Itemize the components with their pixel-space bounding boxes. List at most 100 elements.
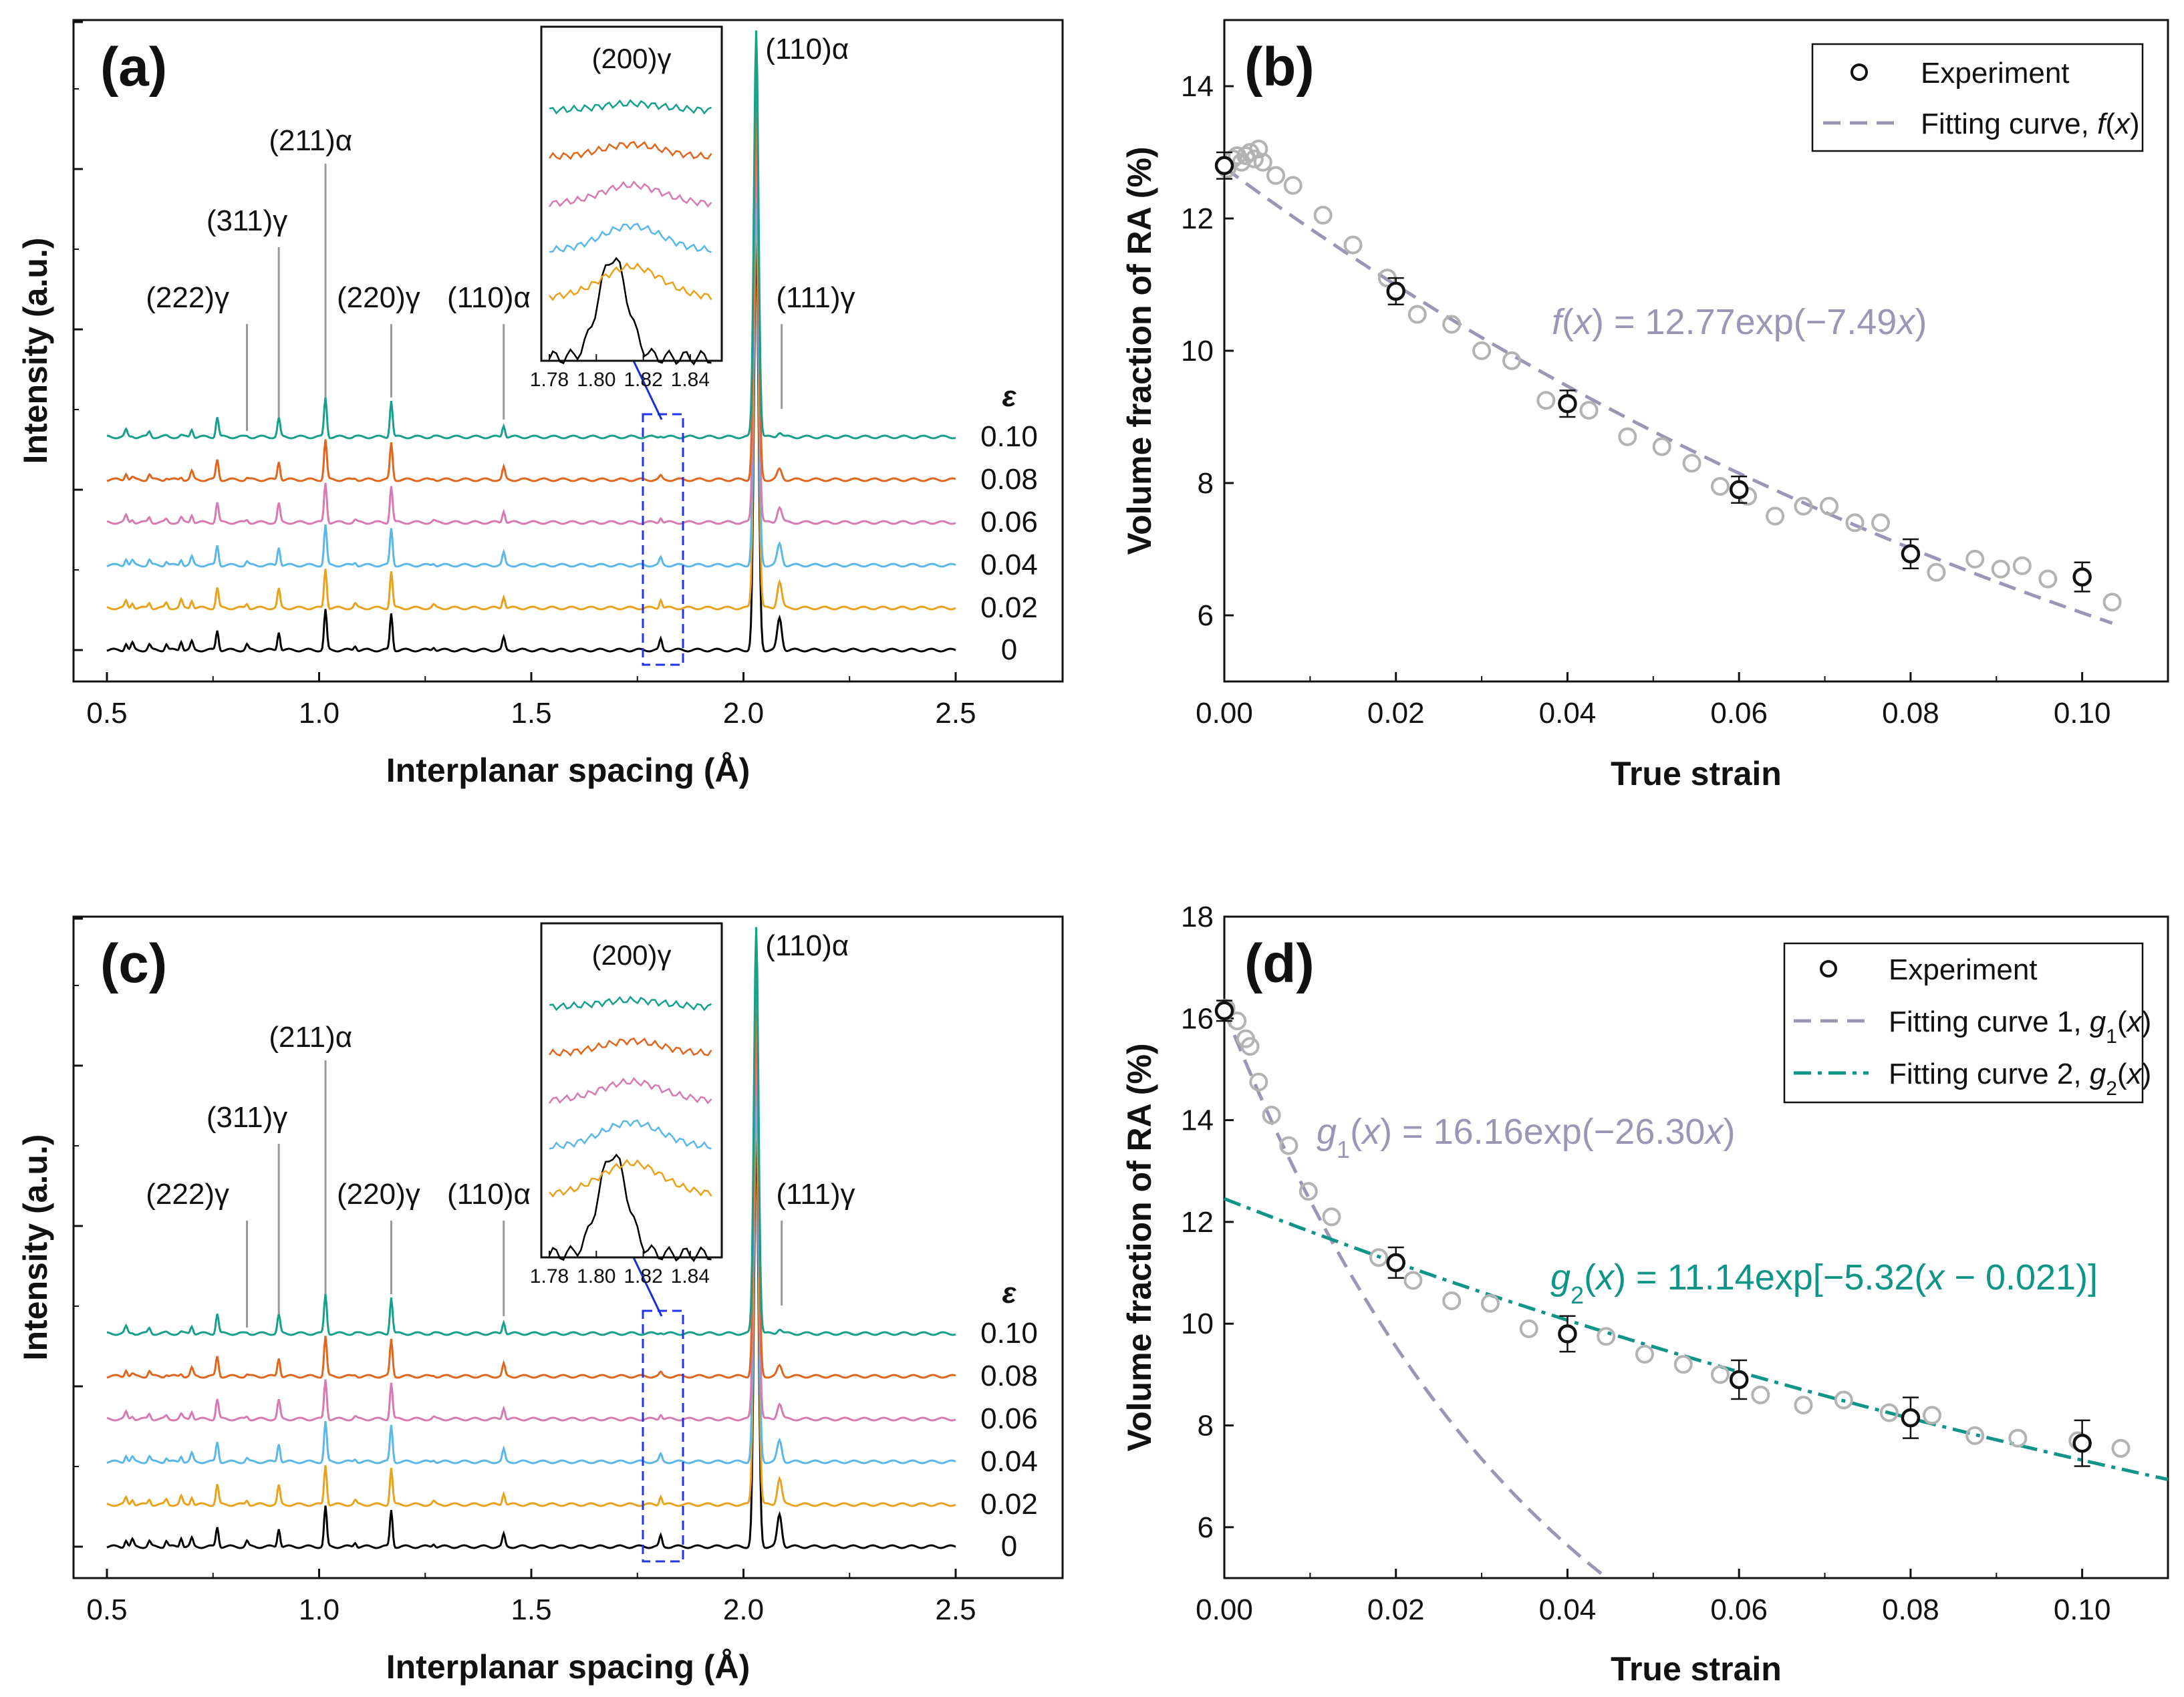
- panel-d-xlabel: True strain: [1611, 1650, 1782, 1688]
- b-dense-point: [1266, 166, 1286, 185]
- a-inset-spectrum-0.04: [549, 222, 712, 253]
- panel-d-legend-fit1: Fitting curve 1, g1(x): [1889, 1006, 2151, 1048]
- d-dense-point: [2008, 1428, 2028, 1448]
- c-peak-label: (110)α: [765, 929, 849, 962]
- panel-c-strain-labels: 0 0.02 0.04 0.06 0.08 0.10: [980, 1317, 1038, 1563]
- panel-d-legend-experiment-marker: [1820, 960, 1837, 977]
- c-inset-spectrum-0.08: [548, 1037, 712, 1057]
- panel-d-yticks: 6 8 10 12 14 16 18: [1181, 901, 1234, 1544]
- panel-d: (d) Volume fraction of RA (%) True strai…: [1121, 901, 2169, 1688]
- panel-b-legend-fit: Fitting curve, f(x): [1921, 108, 2140, 140]
- a-spectrum-0: [106, 241, 956, 653]
- panel-a-inset-title: (200)γ: [591, 43, 671, 74]
- panel-c-frame: [72, 915, 1064, 1579]
- a-strain-label-0.04: 0.04: [980, 549, 1038, 581]
- d-xtick-label: 0.08: [1882, 1593, 1939, 1626]
- b-xtick-label: 0.10: [2054, 697, 2111, 730]
- b-ytick-label: 6: [1198, 599, 1214, 632]
- a-peak-label: (111)γ: [776, 281, 855, 314]
- c-peak-label: (220)γ: [337, 1178, 420, 1211]
- b-dense-point: [1618, 427, 1637, 446]
- b-dense-point: [1965, 549, 1985, 569]
- a-xtick-label: 2.5: [935, 697, 976, 730]
- b-ytick-label: 10: [1181, 335, 1214, 367]
- b-dense-point: [1244, 149, 1264, 168]
- b-dense-point: [1710, 476, 1730, 496]
- b-dense-point: [1652, 437, 1671, 456]
- b-dense-point: [1927, 563, 1946, 582]
- panel-d-legend-frame: [1783, 942, 2144, 1104]
- a-xtick-label: 0.5: [86, 697, 127, 730]
- panel-c-inset-title: (200)γ: [591, 939, 671, 971]
- a-strain-label-0: 0: [1001, 633, 1017, 666]
- c-peak-label: (110)α: [447, 1178, 531, 1211]
- b-dense-point: [1343, 235, 1363, 255]
- d-dense-point: [1279, 1136, 1299, 1155]
- panel-a: (a) Intensity (a.u.) Interplanar spacing…: [17, 19, 1064, 789]
- b-xtick-label: 0.08: [1882, 697, 1939, 730]
- b-dense-point: [2038, 569, 2058, 589]
- b-dense-point: [2012, 556, 2032, 575]
- a-spectrum-0.02: [106, 201, 956, 611]
- b-dense-point: [1502, 351, 1522, 370]
- a-inset-xtick-label: 1.80: [577, 369, 616, 391]
- d-dense-point: [2111, 1438, 2131, 1458]
- panel-a-inset: (200)γ 1.78 1.80 1.82 1.84: [530, 25, 723, 391]
- b-ytick-label: 14: [1181, 70, 1214, 103]
- b-fit-curve-1: [1223, 166, 2113, 625]
- b-dense-point: [1253, 152, 1272, 172]
- d-dense-point: [1673, 1355, 1693, 1374]
- panel-c-yticks: [74, 917, 83, 1548]
- panel-d-formula-2: g2(x) = 11.14exp[−5.32(x − 0.021)]: [1550, 1257, 2098, 1309]
- c-spectrum-0.10: [106, 927, 956, 1336]
- panel-a-ylabel: Intensity (a.u.): [17, 238, 54, 464]
- a-strain-label-0.06: 0.06: [980, 506, 1038, 538]
- d-ytick-label: 10: [1181, 1307, 1214, 1340]
- b-dense-point: [1845, 513, 1865, 532]
- a-peak-label: (311)γ: [207, 204, 287, 237]
- a-inset-spectrum-0: [548, 257, 712, 366]
- c-spectrum-0.06: [106, 1012, 956, 1422]
- a-spectrum-0.08: [106, 71, 956, 482]
- a-inset-spectrum-0.08: [548, 140, 712, 160]
- panel-c-ylabel: Intensity (a.u.): [17, 1134, 54, 1361]
- a-peak-label: (222)γ: [146, 281, 229, 314]
- a-strain-label-0.02: 0.02: [980, 591, 1038, 624]
- b-dense-point: [1283, 176, 1303, 195]
- d-xtick-label: 0.06: [1710, 1593, 1768, 1626]
- c-strain-label-0: 0: [1001, 1530, 1017, 1563]
- panel-b-formula: f(x) = 12.77exp(−7.49x): [1552, 302, 1927, 342]
- d-ytick-label: 14: [1181, 1104, 1214, 1137]
- b-dense-point: [1536, 391, 1556, 410]
- d-dense-point: [1879, 1403, 1899, 1422]
- c-inset-xtick-label: 1.78: [530, 1265, 569, 1287]
- a-xtick-label: 1.0: [299, 697, 339, 730]
- panel-a-strain-header: ε: [1002, 380, 1016, 413]
- b-xtick-label: 0.04: [1539, 697, 1597, 730]
- d-dense-point: [1635, 1344, 1654, 1364]
- d-dense-point: [1923, 1406, 1941, 1425]
- d-dense-point: [1403, 1271, 1423, 1290]
- b-experiment-point: [1901, 544, 1921, 564]
- c-inset-xtick-label: 1.80: [577, 1265, 616, 1287]
- panel-c-zoom-box: [642, 1309, 684, 1563]
- c-inset-xtick-label: 1.82: [624, 1265, 662, 1287]
- c-xtick-label: 0.5: [86, 1593, 127, 1626]
- d-experiment-point: [1729, 1370, 1749, 1390]
- panel-d-frame: [1223, 915, 2169, 1579]
- d-dense-point: [1834, 1390, 1853, 1410]
- c-inset-spectrum-0.02: [549, 1159, 712, 1198]
- d-xtick-label: 0.00: [1196, 1593, 1253, 1626]
- a-inset-spectrum-0.02: [549, 262, 712, 301]
- panel-b-legend-frame: [1811, 43, 2144, 152]
- panel-c-inset: (200)γ 1.78 1.80 1.82 1.84: [530, 922, 723, 1287]
- c-inset-xtick-label: 1.84: [671, 1265, 710, 1287]
- c-strain-label-0.08: 0.08: [980, 1360, 1038, 1392]
- c-strain-label-0.02: 0.02: [980, 1488, 1038, 1521]
- b-xtick-label: 0.02: [1367, 697, 1425, 730]
- b-ytick-label: 12: [1181, 202, 1214, 235]
- d-dense-point: [1249, 1072, 1268, 1092]
- b-dense-point: [2102, 593, 2122, 612]
- panel-a-peak-labels: (222)γ (311)γ (211)α (220)γ (110)α (110)α (111…: [146, 33, 855, 431]
- panel-c: (c) Intensity (a.u.) Interplanar spacing…: [17, 915, 1064, 1686]
